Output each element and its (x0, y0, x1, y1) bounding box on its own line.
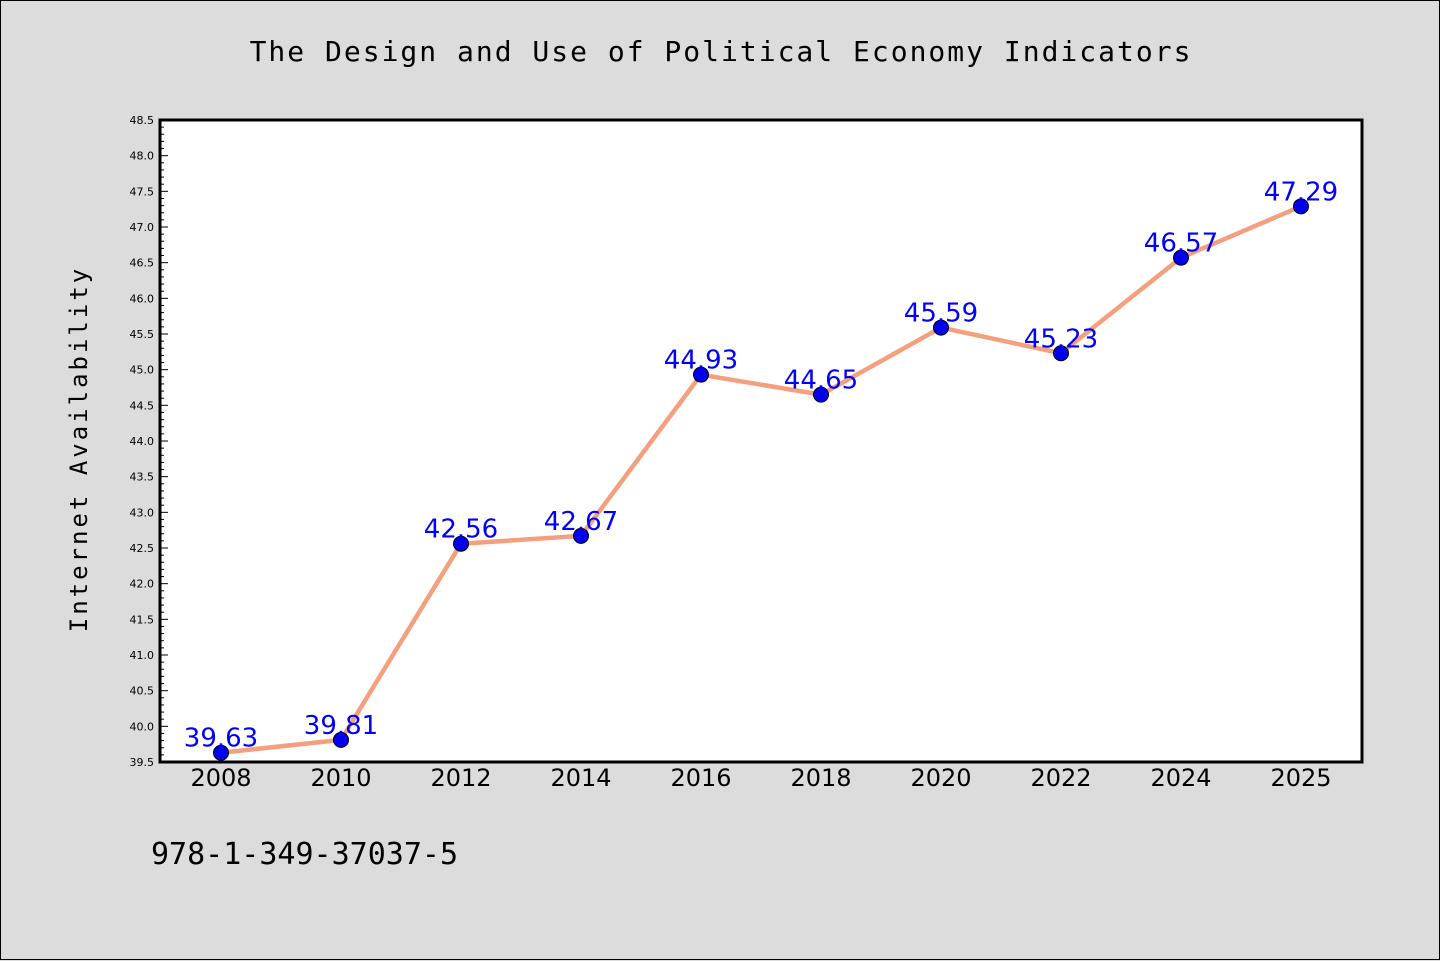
x-tick-label: 2018 (790, 764, 851, 792)
data-label: 46.57 (1144, 229, 1218, 259)
data-point (813, 386, 829, 403)
y-tick-label: 40.0 (130, 720, 155, 733)
y-tick-label: 39.5 (130, 756, 155, 769)
data-point (333, 731, 349, 748)
data-label: 45.59 (904, 299, 978, 329)
x-tick-label: 2010 (310, 764, 371, 792)
y-tick-label: 44.5 (130, 399, 155, 412)
x-tick-label: 2024 (1150, 764, 1211, 792)
data-point (933, 319, 949, 336)
y-tick-label: 40.5 (130, 685, 155, 698)
y-tick-label: 47.5 (130, 185, 155, 198)
data-label: 39.63 (184, 724, 258, 754)
chart-title: The Design and Use of Political Economy … (249, 35, 1193, 68)
data-label: 45.23 (1024, 324, 1098, 354)
plot-area (160, 120, 1362, 762)
data-point (1293, 198, 1309, 215)
series-line (220, 204, 1302, 755)
x-tick-label: 2016 (670, 764, 731, 792)
x-tick-label: 2014 (550, 764, 611, 792)
data-label: 42.67 (544, 507, 618, 537)
data-label: 39.81 (304, 711, 378, 741)
x-tick-label: 2020 (910, 764, 971, 792)
y-tick-label: 48.5 (130, 114, 155, 127)
y-tick-label: 43.0 (130, 506, 155, 519)
data-point (573, 527, 589, 544)
data-label: 47.29 (1264, 177, 1338, 207)
data-point (453, 535, 469, 552)
x-tick-label: 2025 (1270, 764, 1331, 792)
y-tick-label: 46.0 (130, 292, 155, 305)
y-tick-label: 43.5 (130, 471, 155, 484)
y-tick-label: 48.0 (130, 150, 155, 163)
y-tick-label: 47.0 (130, 221, 155, 234)
y-tick-label: 42.5 (130, 542, 155, 555)
y-tick-label: 41.5 (130, 613, 155, 626)
y-tick-label: 46.5 (130, 257, 155, 270)
y-tick-label: 44.0 (130, 435, 155, 448)
y-tick-label: 42.0 (130, 578, 155, 591)
data-point (1053, 345, 1069, 362)
isbn-text: 978-1-349-37037-5 (151, 837, 459, 872)
data-label: 42.56 (424, 515, 498, 545)
y-tick-label: 41.0 (130, 649, 155, 662)
y-tick-label: 45.5 (130, 328, 155, 341)
x-tick-label: 2012 (430, 764, 491, 792)
data-point (213, 744, 229, 761)
y-tick-label: 45.0 (130, 364, 155, 377)
x-tick-label: 2008 (190, 764, 251, 792)
data-label: 44.65 (784, 366, 858, 396)
plot-border (158, 118, 1364, 764)
x-tick-label: 2022 (1030, 764, 1091, 792)
data-point (1173, 249, 1189, 266)
data-label: 44.93 (664, 346, 738, 376)
data-point (693, 366, 709, 383)
